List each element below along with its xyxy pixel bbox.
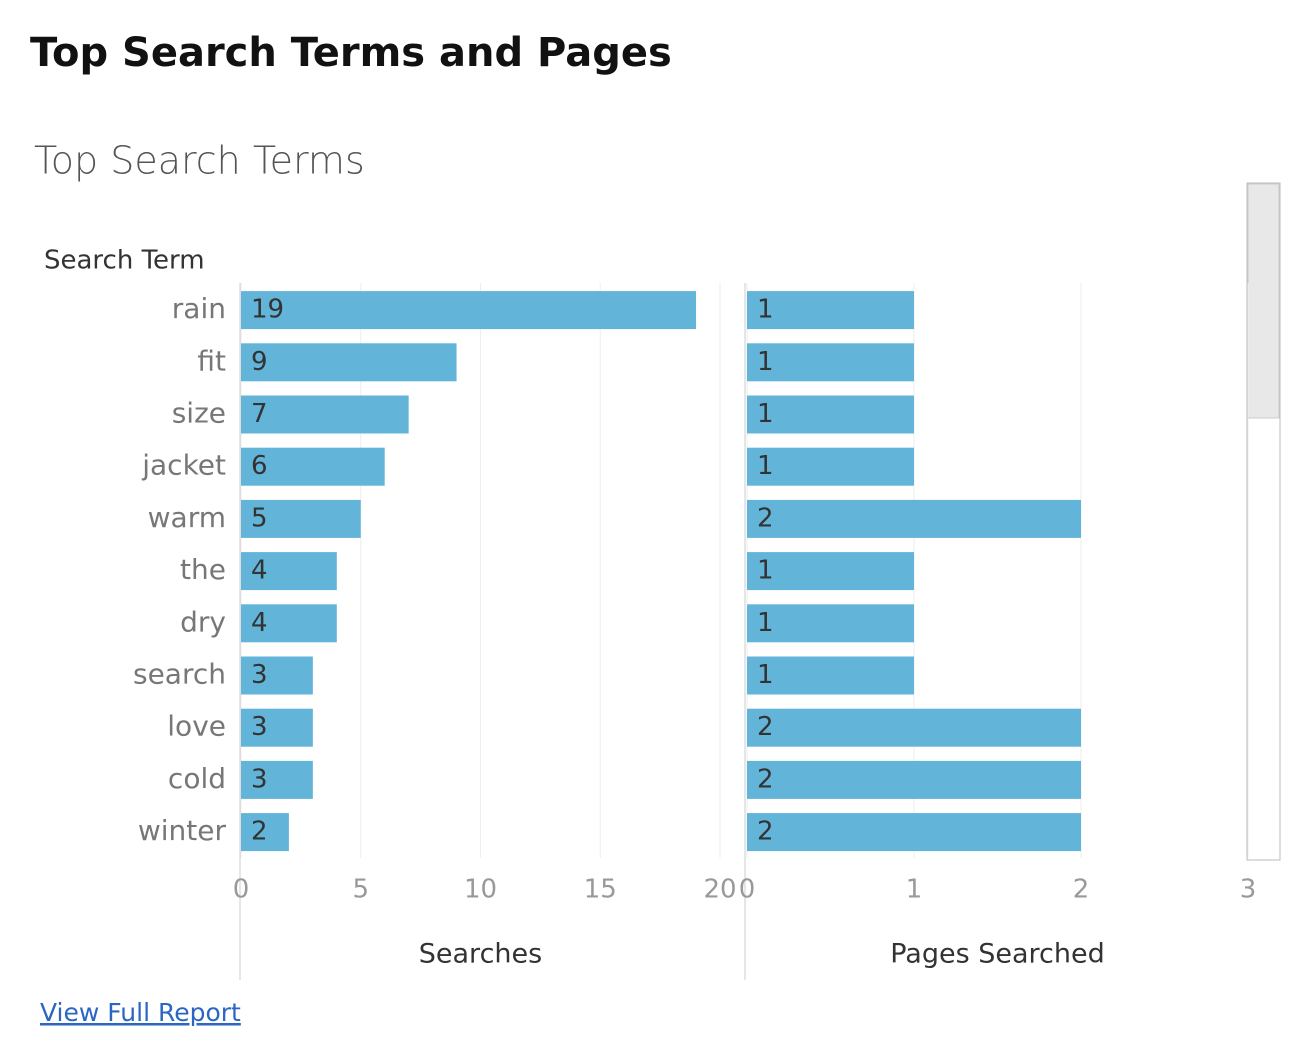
data-label: 19	[251, 295, 284, 325]
x-axis-label: Searches	[419, 939, 542, 970]
view-report-link[interactable]: View Full Report	[40, 998, 241, 1027]
bar	[241, 708, 313, 747]
bar	[747, 760, 1081, 799]
bar	[747, 708, 1081, 747]
category-title: Search Term	[44, 246, 205, 276]
bar	[241, 291, 697, 330]
data-label: 2	[757, 817, 774, 847]
data-label: 1	[757, 347, 774, 377]
data-label: 4	[251, 556, 268, 586]
bar	[241, 395, 409, 434]
bar	[241, 552, 337, 591]
data-label: 1	[757, 608, 774, 638]
bar	[747, 447, 914, 486]
page-title: Top Search Terms and Pages	[30, 30, 672, 76]
bar	[747, 552, 914, 591]
bar	[747, 291, 914, 330]
bar	[747, 656, 914, 695]
bar	[747, 395, 914, 434]
data-label: 6	[251, 451, 268, 481]
data-label: 5	[251, 503, 268, 533]
data-label: 1	[757, 451, 774, 481]
category-label: jacket	[141, 449, 226, 482]
data-label: 3	[251, 660, 268, 690]
category-label: winter	[138, 814, 227, 847]
bar	[747, 813, 1081, 852]
section-title: Top Search Terms	[34, 139, 365, 183]
category-label: rain	[172, 292, 226, 325]
category-label: cold	[168, 762, 226, 795]
data-label: 2	[757, 712, 774, 742]
data-label: 1	[757, 399, 774, 429]
bar	[747, 343, 914, 382]
data-label: 3	[251, 712, 268, 742]
data-label: 4	[251, 608, 268, 638]
category-label: fit	[197, 344, 226, 377]
category-label: warm	[148, 501, 226, 534]
x-tick-label: 5	[352, 875, 369, 905]
x-tick-label: 3	[1240, 875, 1257, 905]
category-label: the	[180, 553, 226, 586]
category-label: size	[172, 397, 226, 430]
x-tick-label: 1	[906, 875, 923, 905]
bar	[241, 604, 337, 643]
bar	[241, 813, 289, 852]
data-label: 3	[251, 764, 268, 794]
x-tick-label: 10	[464, 875, 497, 905]
bar	[241, 656, 313, 695]
x-tick-label: 0	[739, 875, 756, 905]
bar	[241, 447, 385, 486]
bar	[747, 604, 914, 643]
data-label: 9	[251, 347, 268, 377]
data-label: 2	[757, 503, 774, 533]
category-label: love	[167, 710, 226, 743]
bar	[747, 499, 1081, 538]
x-axis-label: Pages Searched	[890, 939, 1105, 970]
data-label: 7	[251, 399, 268, 429]
x-tick-label: 15	[584, 875, 617, 905]
bar	[241, 499, 361, 538]
category-label: search	[133, 658, 226, 691]
x-tick-label: 0	[233, 875, 250, 905]
data-label: 1	[757, 556, 774, 586]
x-tick-label: 20	[703, 875, 736, 905]
scrollbar-thumb[interactable]	[1247, 183, 1280, 419]
data-label: 1	[757, 660, 774, 690]
data-label: 2	[251, 817, 268, 847]
bar	[241, 343, 457, 382]
category-label: dry	[180, 605, 226, 638]
bar	[241, 760, 313, 799]
data-label: 2	[757, 764, 774, 794]
data-label: 1	[757, 295, 774, 325]
x-tick-label: 2	[1073, 875, 1090, 905]
